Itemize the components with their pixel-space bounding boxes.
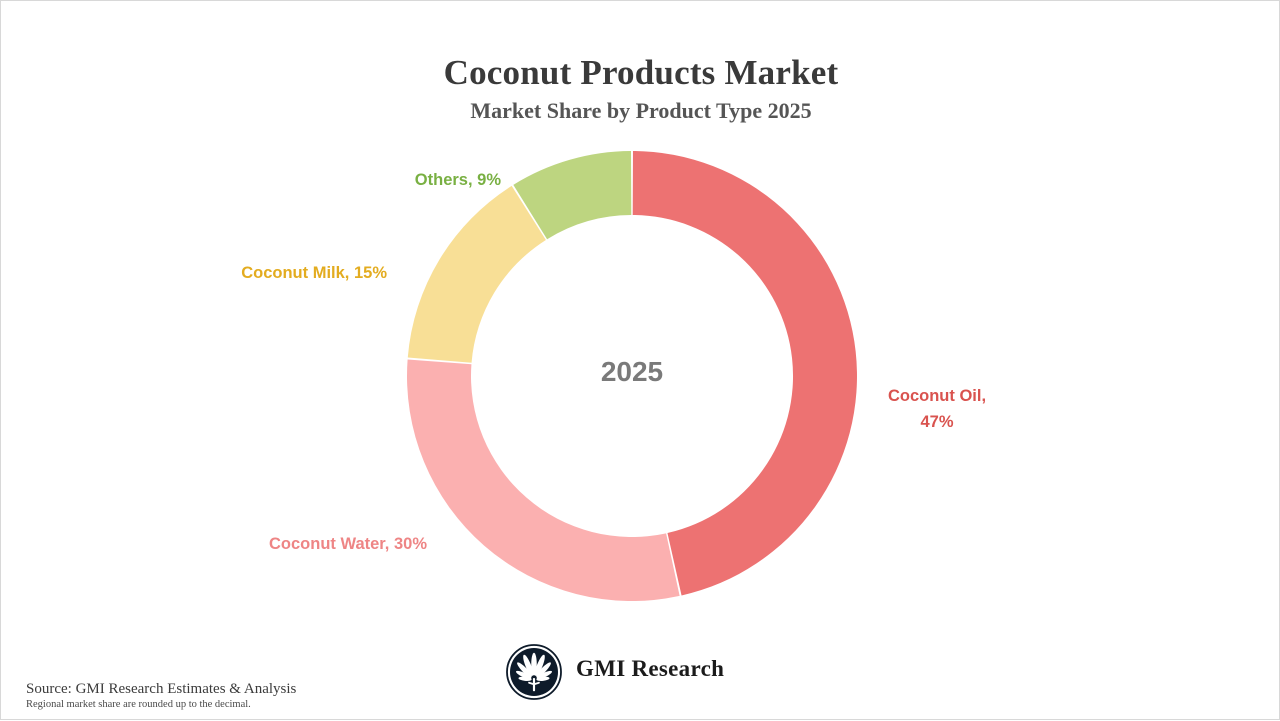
source-text: Source: GMI Research Estimates & Analysi… — [26, 681, 297, 697]
slice-label-coconut-water: Coconut Water, 30% — [269, 535, 427, 553]
slice-label-coconut-oil: Coconut Oil, 47% — [887, 387, 987, 431]
page-title: Coconut Products Market — [443, 53, 839, 92]
gmi-logo-icon — [505, 643, 563, 701]
donut-slice-coconut-milk[interactable] — [407, 185, 546, 363]
donut-slice-coconut-oil[interactable] — [632, 151, 857, 596]
donut-center-label: 2025 — [600, 356, 664, 387]
brand-name: GMI Research — [576, 656, 725, 681]
donut-slice-others[interactable] — [513, 151, 632, 240]
page-subtitle: Market Share by Product Type 2025 — [470, 98, 812, 123]
slice-label-coconut-milk: Coconut Milk, 15% — [241, 264, 387, 282]
donut-chart-svg — [407, 151, 857, 601]
footnote-text: Regional market share are rounded up to … — [26, 699, 251, 710]
slice-label-others: Others, 9% — [414, 171, 501, 189]
donut-slice-coconut-water[interactable] — [407, 359, 680, 602]
